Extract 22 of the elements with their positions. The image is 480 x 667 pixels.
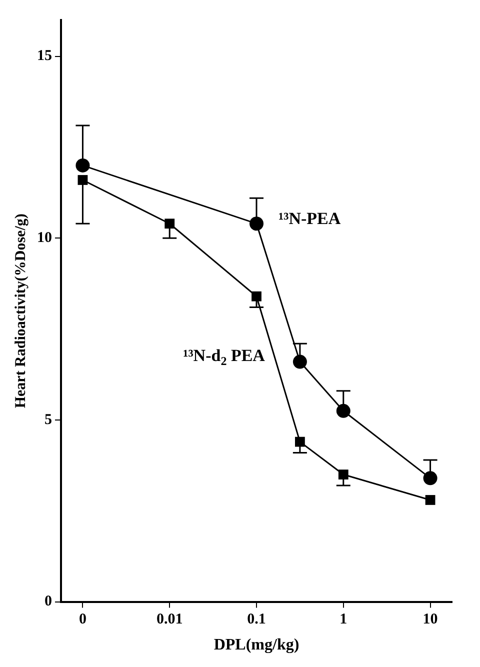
point: [336, 404, 350, 418]
x-tick-label: 10: [422, 612, 438, 628]
y-axis-title: Heart Radioactivity(%Dose/g): [12, 214, 29, 408]
y-tick-label: 0: [44, 594, 52, 610]
point: [76, 158, 90, 172]
point: [294, 436, 305, 447]
series-label: ¹³N-PEA: [278, 209, 342, 228]
point: [164, 218, 175, 229]
point: [423, 471, 438, 486]
point: [252, 291, 262, 302]
x-tick-label: 0.1: [247, 612, 266, 628]
x-axis-title: DPL(mg/kg): [214, 636, 300, 654]
x-tick-label: 1: [340, 612, 348, 628]
point: [292, 354, 307, 369]
x-tick-label: 0: [78, 612, 86, 628]
point: [338, 470, 348, 480]
point: [250, 216, 264, 231]
y-tick-label: 15: [37, 48, 52, 64]
x-tick-label: 0.01: [156, 612, 183, 628]
y-tick-label: 10: [37, 230, 52, 246]
y-tick-label: 5: [44, 412, 52, 428]
point: [425, 495, 436, 505]
